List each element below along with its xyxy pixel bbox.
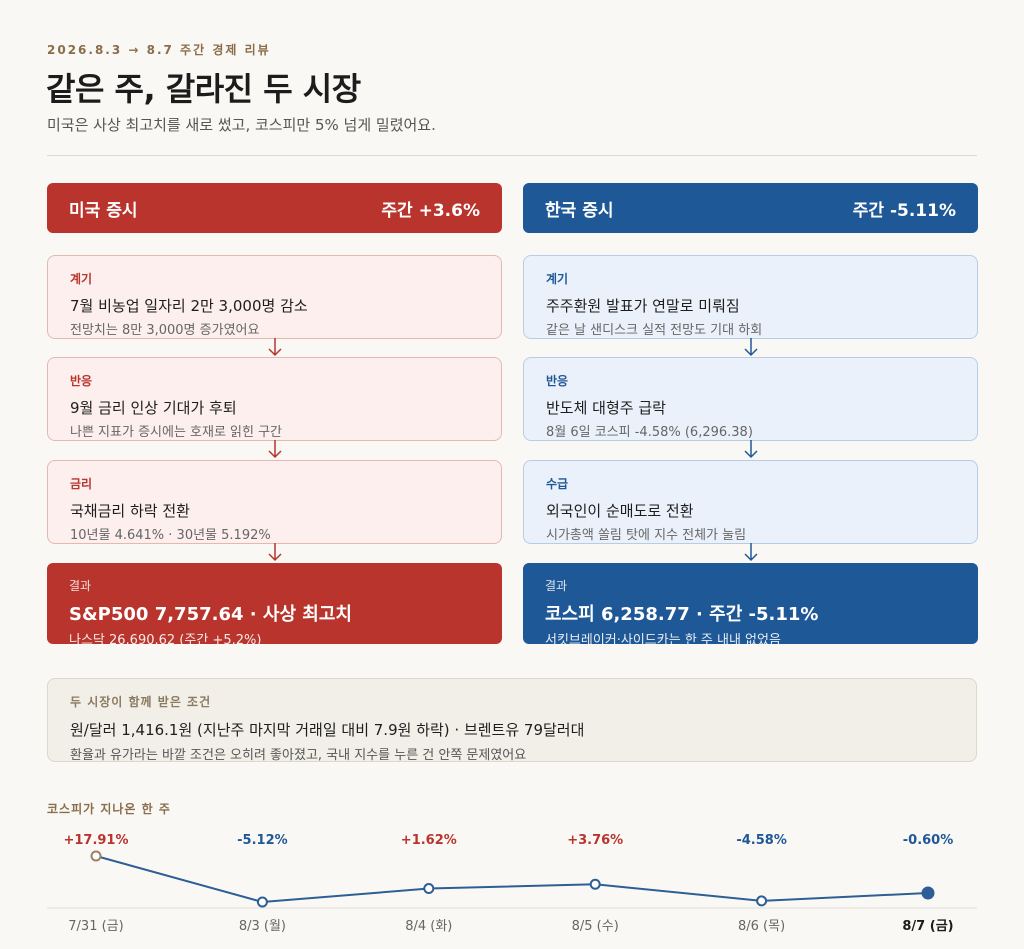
- step-head: 국채금리 하락 전환: [70, 502, 190, 520]
- step-sub: 같은 날 샌디스크 실적 전망도 기대 하회: [546, 323, 763, 338]
- kr-header: 한국 증시 주간 -5.11%: [523, 183, 978, 233]
- data-point: [423, 883, 435, 895]
- data-label: -4.58%: [736, 833, 787, 848]
- data-label: -5.12%: [237, 833, 288, 848]
- step-tag: 계기: [70, 272, 93, 286]
- shared-conditions: 두 시장이 함께 받은 조건 원/달러 1,416.1원 (지난주 마지막 거래…: [47, 678, 977, 763]
- data-label: +3.76%: [567, 833, 623, 848]
- step-tag: 계기: [546, 272, 569, 286]
- step-head: 7월 비농업 일자리 2만 3,000명 감소: [70, 297, 308, 315]
- x-tick-label: 8/7 (금): [902, 919, 953, 934]
- result-head: 코스피 6,258.77 · 주간 -5.11%: [545, 604, 819, 625]
- kr-step-trigger: 계기 주주환원 발표가 연말로 미뤄짐 같은 날 샌디스크 실적 전망도 기대 …: [523, 255, 978, 339]
- data-point: [90, 850, 102, 862]
- result-tag: 결과: [69, 579, 92, 593]
- step-head: 반도체 대형주 급락: [546, 399, 666, 417]
- page-subtitle: 미국은 사상 최고치를 새로 썼고, 코스피만 5% 넘게 밀렸어요.: [47, 116, 436, 134]
- step-head: 주주환원 발표가 연말로 미뤄짐: [546, 297, 740, 315]
- x-tick-label: 7/31 (금): [68, 919, 123, 934]
- divider: [47, 155, 977, 156]
- kr-label: 한국 증시: [545, 200, 614, 221]
- step-sub: 시가총액 쏠림 탓에 지수 전체가 눌림: [546, 528, 747, 543]
- step-tag: 반응: [546, 374, 569, 388]
- arrow-down-icon: [744, 440, 758, 459]
- step-sub: 나쁜 지표가 증시에는 호재로 읽힌 구간: [70, 425, 283, 440]
- step-sub: 전망치는 8만 3,000명 증가였어요: [70, 323, 260, 338]
- us-weekly: 주간 +3.6%: [381, 200, 480, 221]
- arrow-down-icon: [268, 338, 282, 357]
- result-sub: 서킷브레이커·사이드카는 한 주 내내 없었음: [545, 633, 781, 648]
- step-tag: 금리: [70, 477, 93, 491]
- arrow-down-icon: [744, 543, 758, 562]
- data-label: +17.91%: [63, 833, 128, 848]
- shared-tag: 두 시장이 함께 받은 조건: [70, 695, 212, 709]
- result-head: S&P500 7,757.64 · 사상 최고치: [69, 604, 352, 625]
- step-tag: 반응: [70, 374, 93, 388]
- kr-step-flow: 수급 외국인이 순매도로 전환 시가총액 쏠림 탓에 지수 전체가 눌림: [523, 460, 978, 544]
- x-tick-label: 8/4 (화): [405, 919, 452, 934]
- us-step-reaction: 반응 9월 금리 인상 기대가 후퇴 나쁜 지표가 증시에는 호재로 읽힌 구간: [47, 357, 502, 441]
- data-label: +1.62%: [401, 833, 457, 848]
- us-label: 미국 증시: [69, 200, 138, 221]
- eyebrow: 2026.8.3 → 8.7 주간 경제 리뷰: [47, 43, 271, 57]
- data-point: [589, 878, 601, 890]
- step-sub: 8월 6일 코스피 -4.58% (6,296.38): [546, 425, 753, 440]
- x-tick-label: 8/3 (월): [239, 919, 286, 934]
- step-sub: 10년물 4.641% · 30년물 5.192%: [70, 528, 271, 543]
- page-title: 같은 주, 갈라진 두 시장: [46, 70, 361, 108]
- shared-head: 원/달러 1,416.1원 (지난주 마지막 거래일 대비 7.9원 하락) ·…: [70, 721, 585, 739]
- data-point: [756, 895, 768, 907]
- us-result: 결과 S&P500 7,757.64 · 사상 최고치 나스닥 26,690.6…: [47, 563, 502, 648]
- step-head: 외국인이 순매도로 전환: [546, 502, 694, 520]
- kr-column: 한국 증시 주간 -5.11% 계기 주주환원 발표가 연말로 미뤄짐 같은 날…: [523, 183, 978, 648]
- kospi-week-chart: +17.91% 7/31 (금) -5.12% 8/3 (월) +1.62% 8/4 (화…: [47, 833, 977, 934]
- arrow-down-icon: [268, 543, 282, 562]
- step-head: 9월 금리 인상 기대가 후퇴: [70, 399, 237, 417]
- kr-weekly: 주간 -5.11%: [852, 200, 956, 221]
- us-column: 미국 증시 주간 +3.6% 계기 7월 비농업 일자리 2만 3,000명 감…: [47, 183, 502, 648]
- x-tick-label: 8/6 (목): [738, 919, 785, 934]
- chart-title: 코스피가 지나온 한 주: [47, 802, 171, 816]
- arrow-down-icon: [268, 440, 282, 459]
- x-tick-label: 8/5 (수): [572, 919, 619, 934]
- shared-sub: 환율과 유가라는 바깥 조건은 오히려 좋아졌고, 국내 지수를 누른 건 안쪽…: [70, 748, 527, 763]
- us-header: 미국 증시 주간 +3.6%: [47, 183, 502, 233]
- us-step-trigger: 계기 7월 비농업 일자리 2만 3,000명 감소 전망치는 8만 3,000…: [47, 255, 502, 339]
- series-line: [95, 855, 929, 904]
- data-label: -0.60%: [903, 833, 954, 848]
- result-sub: 나스닥 26,690.62 (주간 +5.2%): [69, 633, 262, 648]
- step-tag: 수급: [546, 477, 569, 491]
- arrow-down-icon: [744, 338, 758, 357]
- result-tag: 결과: [545, 579, 568, 593]
- data-point: [921, 886, 935, 900]
- data-point: [256, 896, 268, 908]
- us-step-rates: 금리 국채금리 하락 전환 10년물 4.641% · 30년물 5.192%: [47, 460, 502, 544]
- kr-result: 결과 코스피 6,258.77 · 주간 -5.11% 서킷브레이커·사이드카는…: [523, 563, 978, 648]
- kr-step-reaction: 반응 반도체 대형주 급락 8월 6일 코스피 -4.58% (6,296.38…: [523, 357, 978, 441]
